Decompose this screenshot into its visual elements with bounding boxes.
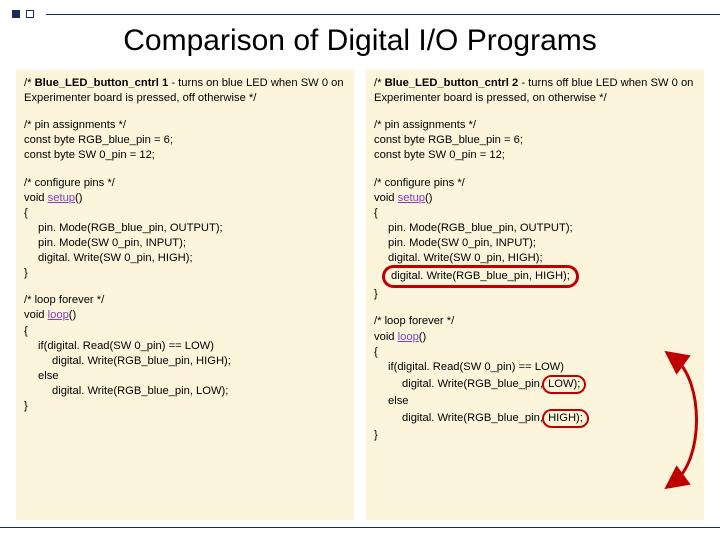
right-cfg-comment: /* configure pins */: [374, 176, 696, 191]
brace-open: {: [24, 206, 346, 221]
left-prog-name: Blue_LED_button_cntrl 1: [35, 77, 169, 89]
void-kw: void: [24, 309, 48, 321]
slide-title: Comparison of Digital I/O Programs: [0, 24, 720, 58]
right-pins: /* pin assignments */ const byte RGB_blu…: [374, 118, 696, 163]
swap-arrow-icon: [666, 350, 706, 490]
brace-close: }: [374, 428, 696, 443]
setup-kw: setup: [398, 192, 425, 204]
right-setup: /* configure pins */ void setup() { pin.…: [374, 176, 696, 303]
comment-open: /*: [24, 77, 35, 89]
bottom-rule: [0, 527, 720, 528]
parens: (): [75, 192, 82, 204]
right-loop-if: if(digital. Read(SW 0_pin) == LOW): [374, 360, 696, 375]
left-loop-comment: /* loop forever */: [24, 293, 346, 308]
right-loop-then: digital. Write(RGB_blue_pin, LOW);: [374, 375, 696, 394]
left-cfg-b3: digital. Write(SW 0_pin, HIGH);: [24, 251, 346, 266]
highlight-new-line: digital. Write(RGB_blue_pin, HIGH);: [382, 265, 579, 288]
right-else-pre: digital. Write(RGB_blue_pin,: [402, 412, 546, 424]
decor-square-filled: [12, 10, 20, 18]
comment-open: /*: [374, 77, 385, 89]
right-cfg-b4-wrap: digital. Write(RGB_blue_pin, HIGH);: [374, 266, 696, 287]
void-kw: void: [24, 192, 48, 204]
right-loop: /* loop forever */ void loop() { if(digi…: [374, 314, 696, 443]
brace-close: }: [374, 287, 696, 302]
decor-square-open: [26, 10, 34, 18]
left-header: /* Blue_LED_button_cntrl 1 - turns on bl…: [24, 76, 346, 106]
left-pins-l1: const byte RGB_blue_pin = 6;: [24, 133, 346, 148]
right-pane: /* Blue_LED_button_cntrl 2 - turns off b…: [366, 70, 704, 520]
right-prog-name: Blue_LED_button_cntrl 2: [385, 77, 519, 89]
right-loop-else: else: [374, 394, 696, 409]
right-then-pre: digital. Write(RGB_blue_pin,: [402, 378, 546, 390]
void-kw: void: [374, 331, 398, 343]
brace-open: {: [374, 206, 696, 221]
right-loop-comment: /* loop forever */: [374, 314, 696, 329]
top-rule: [46, 14, 720, 15]
setup-kw: setup: [48, 192, 75, 204]
left-loop-sig: void loop(): [24, 308, 346, 323]
right-cfg-b3: digital. Write(SW 0_pin, HIGH);: [374, 251, 696, 266]
right-loop-sig: void loop(): [374, 330, 696, 345]
left-loop-else: else: [24, 369, 346, 384]
left-pins: /* pin assignments */ const byte RGB_blu…: [24, 118, 346, 163]
right-pins-l1: const byte RGB_blue_pin = 6;: [374, 133, 696, 148]
left-cfg-comment: /* configure pins */: [24, 176, 346, 191]
parens: (): [419, 331, 426, 343]
parens: (): [425, 192, 432, 204]
right-pins-comment: /* pin assignments */: [374, 118, 696, 133]
parens: (): [69, 309, 76, 321]
code-panes: /* Blue_LED_button_cntrl 1 - turns on bl…: [16, 70, 704, 520]
right-cfg-b1: pin. Mode(RGB_blue_pin, OUTPUT);: [374, 221, 696, 236]
slide: Comparison of Digital I/O Programs /* Bl…: [0, 0, 720, 540]
right-cfg-b2: pin. Mode(SW 0_pin, INPUT);: [374, 236, 696, 251]
left-pane: /* Blue_LED_button_cntrl 1 - turns on bl…: [16, 70, 354, 520]
left-pins-l2: const byte SW 0_pin = 12;: [24, 148, 346, 163]
brace-open: {: [374, 345, 696, 360]
brace-open: {: [24, 324, 346, 339]
left-setup: /* configure pins */ void setup() { pin.…: [24, 176, 346, 282]
brace-close: }: [24, 266, 346, 281]
highlight-low: LOW);: [542, 375, 586, 394]
loop-kw: loop: [48, 309, 69, 321]
right-cfg-sig: void setup(): [374, 191, 696, 206]
right-header: /* Blue_LED_button_cntrl 2 - turns off b…: [374, 76, 696, 106]
left-loop-then: digital. Write(RGB_blue_pin, HIGH);: [24, 354, 346, 369]
left-pins-comment: /* pin assignments */: [24, 118, 346, 133]
right-pins-l2: const byte SW 0_pin = 12;: [374, 148, 696, 163]
void-kw: void: [374, 192, 398, 204]
left-cfg-b1: pin. Mode(RGB_blue_pin, OUTPUT);: [24, 221, 346, 236]
highlight-high: HIGH);: [542, 409, 589, 428]
brace-close: }: [24, 399, 346, 414]
loop-kw: loop: [398, 331, 419, 343]
right-loop-elsebody: digital. Write(RGB_blue_pin, HIGH);: [374, 409, 696, 428]
left-loop-if: if(digital. Read(SW 0_pin) == LOW): [24, 339, 346, 354]
left-cfg-sig: void setup(): [24, 191, 346, 206]
left-cfg-b2: pin. Mode(SW 0_pin, INPUT);: [24, 236, 346, 251]
left-loop: /* loop forever */ void loop() { if(digi…: [24, 293, 346, 414]
left-loop-elsebody: digital. Write(RGB_blue_pin, LOW);: [24, 384, 346, 399]
